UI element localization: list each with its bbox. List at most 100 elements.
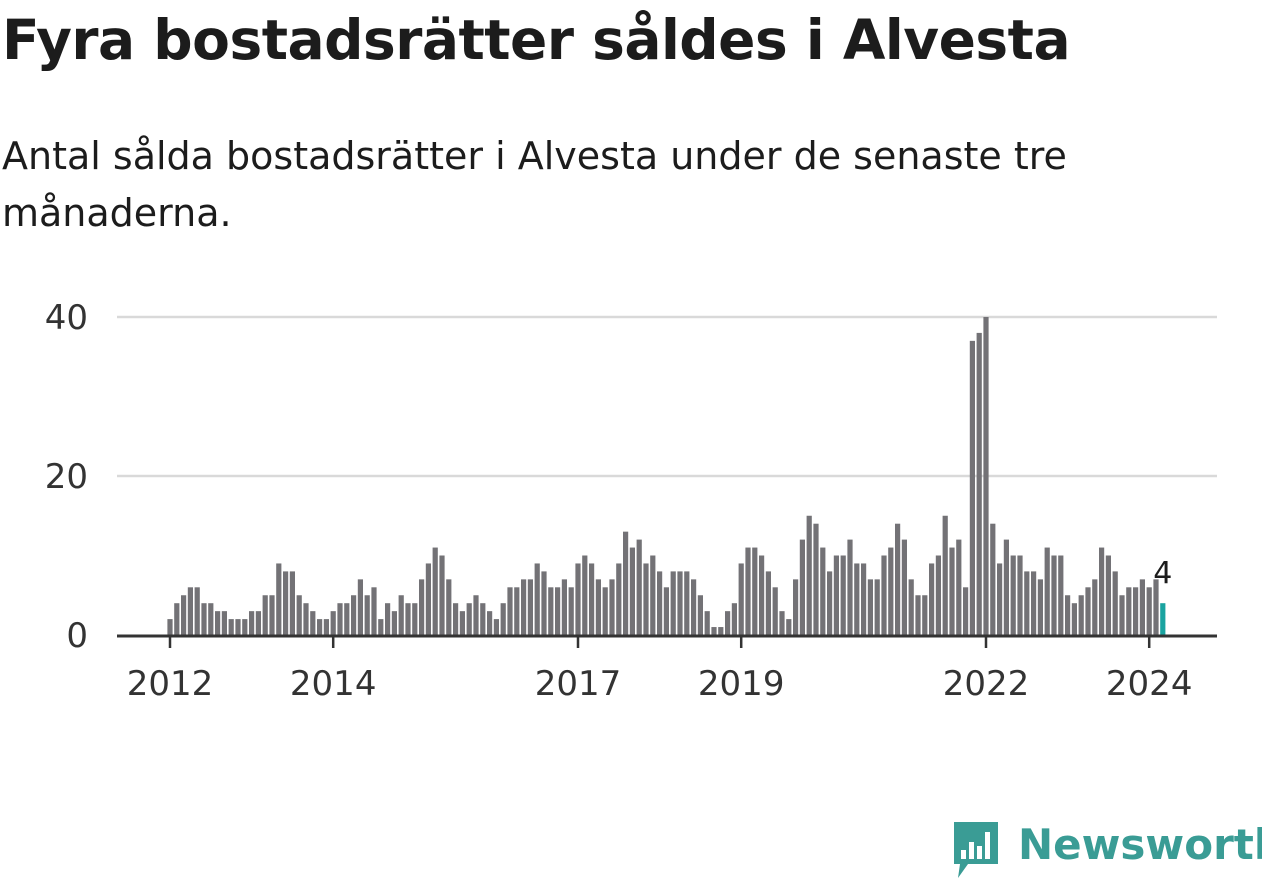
bar	[527, 579, 533, 635]
bar	[711, 627, 717, 635]
bar	[956, 539, 962, 635]
bar	[949, 547, 955, 635]
bar	[786, 619, 792, 635]
chart-subtitle: Antal sålda bostadsrätter i Alvesta unde…	[2, 134, 1067, 235]
bar	[779, 611, 785, 635]
bar	[351, 595, 357, 635]
bar	[997, 563, 1003, 635]
gridlines	[117, 315, 1217, 478]
bar	[609, 579, 615, 635]
bar	[759, 555, 765, 635]
bar	[793, 579, 799, 635]
bar	[405, 603, 411, 635]
labels: 0 20 40 2012 2014 2017 2019 2022 2024 4	[45, 298, 1193, 704]
bar	[602, 587, 608, 635]
bar	[432, 547, 438, 635]
bar	[643, 563, 649, 635]
bar	[976, 332, 982, 635]
bar	[276, 563, 282, 635]
bar	[521, 579, 527, 635]
bar	[1031, 571, 1037, 635]
bar	[922, 595, 928, 635]
bar	[323, 619, 329, 635]
bar	[174, 603, 180, 635]
bar	[1044, 547, 1050, 635]
bar	[473, 595, 479, 635]
axes	[117, 634, 1217, 648]
bar	[629, 547, 635, 635]
bar-chart-speech-bubble-icon	[954, 822, 998, 878]
bar	[575, 563, 581, 635]
bar	[337, 603, 343, 635]
bar-chart: 0 20 40 2012 2014 2017 2019 2022 2024 4	[45, 298, 1217, 704]
bar	[289, 571, 295, 635]
bar	[167, 619, 173, 635]
bar	[1003, 539, 1009, 635]
bar	[303, 603, 309, 635]
bar	[344, 603, 350, 635]
bar	[1017, 555, 1023, 635]
bar	[242, 619, 248, 635]
bar	[663, 587, 669, 635]
bar	[901, 539, 907, 635]
bar	[854, 563, 860, 635]
bar	[1085, 587, 1091, 635]
bar	[419, 579, 425, 635]
bar	[453, 603, 459, 635]
bar	[935, 555, 941, 635]
bar	[446, 579, 452, 635]
x-tick-label: 2014	[290, 664, 377, 704]
bar	[1058, 555, 1064, 635]
bar	[1071, 603, 1077, 635]
bar	[1153, 579, 1159, 635]
bar	[820, 547, 826, 635]
bar	[718, 627, 724, 635]
bar	[636, 539, 642, 635]
bar	[983, 317, 989, 635]
bar	[235, 619, 241, 635]
brand-name: Newsworthy	[1018, 820, 1262, 869]
bar	[1078, 595, 1084, 635]
bar	[881, 555, 887, 635]
bar	[806, 515, 812, 635]
bar	[772, 587, 778, 635]
bar	[1112, 571, 1118, 635]
bar	[691, 579, 697, 635]
bar	[888, 547, 894, 635]
bar	[181, 595, 187, 635]
bar	[670, 571, 676, 635]
bar	[929, 563, 935, 635]
bar	[296, 595, 302, 635]
bar	[439, 555, 445, 635]
bars	[167, 317, 1166, 635]
bar	[310, 611, 316, 635]
bar	[357, 579, 363, 635]
y-tick-label: 20	[45, 457, 88, 497]
bar	[493, 619, 499, 635]
bar	[514, 587, 520, 635]
bar	[215, 611, 221, 635]
bar	[317, 619, 323, 635]
bar	[391, 611, 397, 635]
bar	[412, 603, 418, 635]
bar	[398, 595, 404, 635]
bar	[623, 531, 629, 635]
bar	[895, 523, 901, 635]
chart-title: Fyra bostadsrätter såldes i Alvesta	[2, 8, 1071, 72]
bar	[555, 587, 561, 635]
bar	[500, 603, 506, 635]
bar	[425, 563, 431, 635]
bar	[963, 587, 969, 635]
bar	[371, 587, 377, 635]
bar	[385, 603, 391, 635]
bar	[799, 539, 805, 635]
bar	[201, 603, 207, 635]
bar	[262, 595, 268, 635]
bar	[616, 563, 622, 635]
bar	[915, 595, 921, 635]
bar	[1024, 571, 1030, 635]
bar	[650, 555, 656, 635]
bar	[378, 619, 384, 635]
bar	[833, 555, 839, 635]
bar	[1139, 579, 1145, 635]
